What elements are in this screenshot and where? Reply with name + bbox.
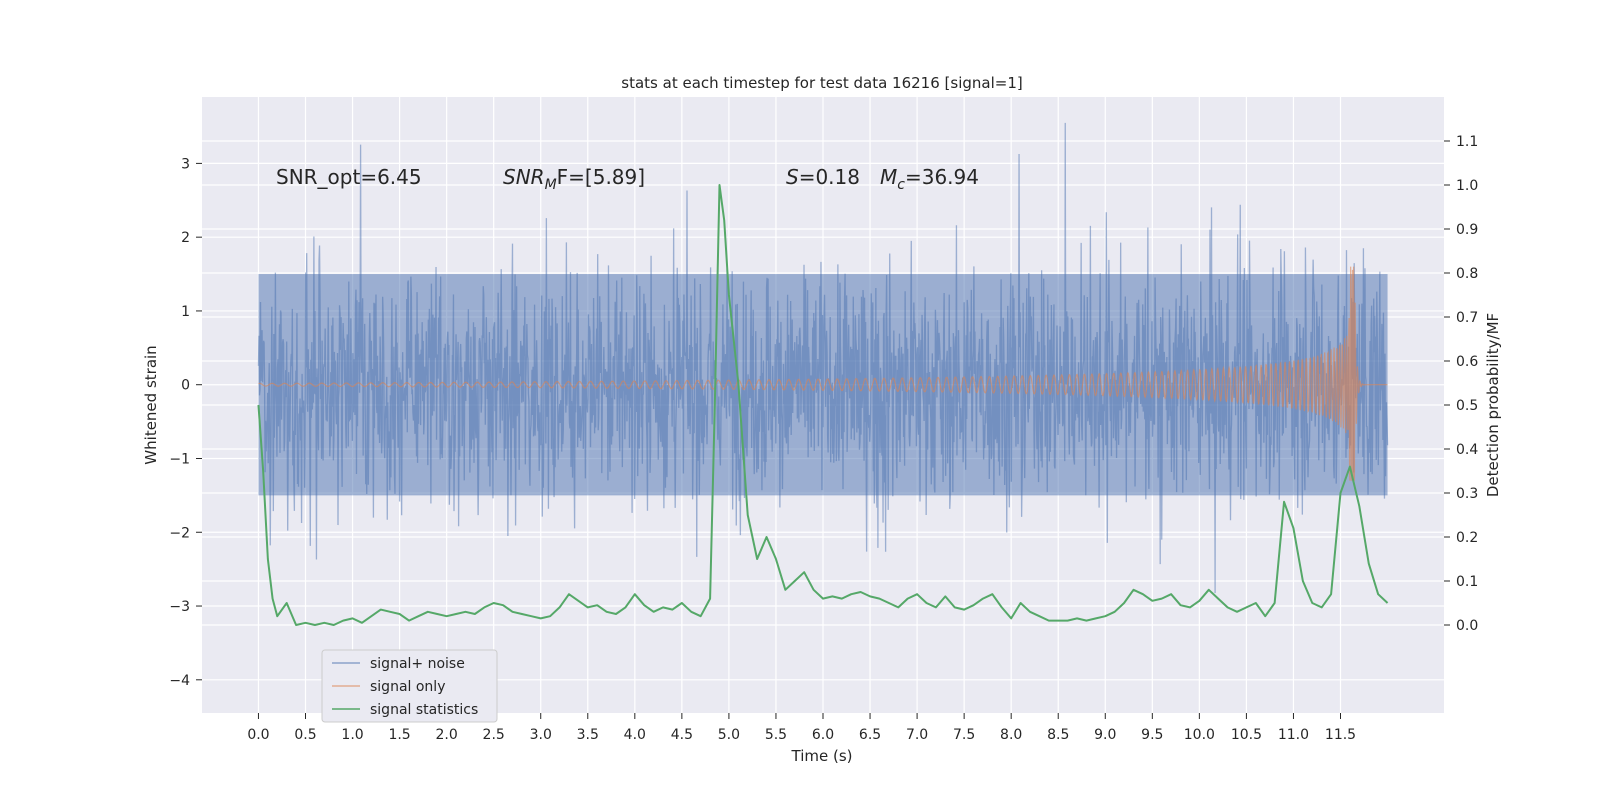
chart-title: stats at each timestep for test data 162… (621, 74, 1022, 92)
y-right-tick-4: 0.7 (1456, 310, 1478, 326)
x-tick-20: 10.0 (1184, 727, 1215, 743)
y-left-tick-labels: 3 2 1 0 −1 −2 −3 −4 (169, 156, 202, 689)
legend-label-signal: signal only (370, 679, 445, 695)
x-tick-0: 0.0 (247, 727, 269, 743)
y-right-axis-label: Detection probability/MF (1484, 313, 1502, 497)
y-right-tick-3: 0.8 (1456, 266, 1478, 282)
series-signal-plus-noise (257, 122, 1389, 594)
y-right-tick-7: 0.4 (1456, 442, 1478, 458)
noise-trace (257, 122, 1389, 594)
x-tick-14: 7.0 (906, 727, 928, 743)
y-right-tick-2: 0.9 (1456, 222, 1478, 238)
y-left-tick-3: 0 (181, 378, 190, 394)
y-right-tick-8: 0.3 (1456, 486, 1478, 502)
x-tick-4: 2.0 (436, 727, 458, 743)
x-tick-9: 4.5 (671, 727, 693, 743)
annotation-mc-value: =36.94 (905, 165, 979, 189)
x-tick-17: 8.5 (1047, 727, 1069, 743)
annotation-mc-base: M (880, 165, 897, 189)
y-right-tick-11: 0.0 (1456, 618, 1478, 634)
x-tick-10: 5.0 (718, 727, 740, 743)
annotation-s-label: S (786, 165, 799, 189)
y-left-tick-2: 1 (181, 304, 190, 320)
y-right-tick-10: 0.1 (1456, 574, 1478, 590)
y-left-tick-6: −3 (169, 599, 190, 615)
x-tick-21: 10.5 (1231, 727, 1262, 743)
x-tick-23: 11.5 (1325, 727, 1356, 743)
x-axis-label: Time (s) (791, 747, 853, 765)
y-right-tick-9: 0.2 (1456, 530, 1478, 546)
x-tick-18: 9.0 (1094, 727, 1116, 743)
y-left-tick-1: 2 (181, 230, 190, 246)
annotation-s: S=0.18 (786, 165, 860, 189)
legend-label-noise: signal+ noise (370, 656, 465, 672)
y-left-tick-4: −1 (169, 451, 190, 467)
series-signal-only (258, 266, 1388, 482)
x-tick-16: 8.0 (1000, 727, 1022, 743)
x-tick-labels: 0.0 0.5 1.0 1.5 2.0 2.5 3.0 3.5 4.0 4.5 5.0 5.5 6.0 6… (247, 713, 1356, 743)
x-tick-11: 5.5 (765, 727, 787, 743)
annotation-snr-opt: SNR_opt=6.45 (276, 165, 422, 189)
annotation-snr-mf: SNRMF=[5.89] (503, 165, 645, 193)
signal-trace (258, 266, 1388, 482)
y-right-tick-labels: 1.1 1.0 0.9 0.8 0.7 0.6 0.5 0.4 0.3 0.2 0.1 0.0 (1444, 134, 1478, 634)
statistics-trace (257, 184, 1389, 626)
annotation-s-value: =0.18 (799, 165, 860, 189)
y-left-tick-5: −2 (169, 525, 190, 541)
annotation-snr-mf-base: SNR (503, 165, 545, 189)
x-tick-6: 3.0 (530, 727, 552, 743)
x-tick-2: 1.0 (341, 727, 363, 743)
annotation-snr-mf-rest: F=[5.89] (557, 165, 645, 189)
annotation-mc: Mc=36.94 (880, 165, 979, 193)
x-tick-15: 7.5 (953, 727, 975, 743)
y-left-axis-label: Whitened strain (142, 345, 160, 464)
legend: signal+ noise signal only signal statist… (321, 649, 498, 723)
annotation-snr-mf-sub: M (545, 177, 557, 193)
x-tick-12: 6.0 (812, 727, 834, 743)
x-tick-22: 11.0 (1278, 727, 1309, 743)
legend-label-stats: signal statistics (370, 702, 478, 718)
x-tick-8: 4.0 (624, 727, 646, 743)
y-right-tick-6: 0.5 (1456, 398, 1478, 414)
x-tick-3: 1.5 (388, 727, 410, 743)
annotation-mc-sub: c (897, 177, 905, 193)
y-left-tick-7: −4 (169, 673, 190, 689)
legend-box (321, 649, 498, 723)
series-signal-statistics (257, 184, 1389, 626)
y-right-tick-5: 0.6 (1456, 354, 1478, 370)
x-tick-5: 2.5 (483, 727, 505, 743)
x-tick-13: 6.5 (859, 727, 881, 743)
y-left-tick-0: 3 (181, 156, 190, 172)
x-tick-1: 0.5 (294, 727, 316, 743)
y-right-tick-1: 1.0 (1456, 178, 1478, 194)
x-tick-19: 9.5 (1141, 727, 1163, 743)
x-tick-7: 3.5 (577, 727, 599, 743)
y-right-tick-0: 1.1 (1456, 134, 1478, 150)
